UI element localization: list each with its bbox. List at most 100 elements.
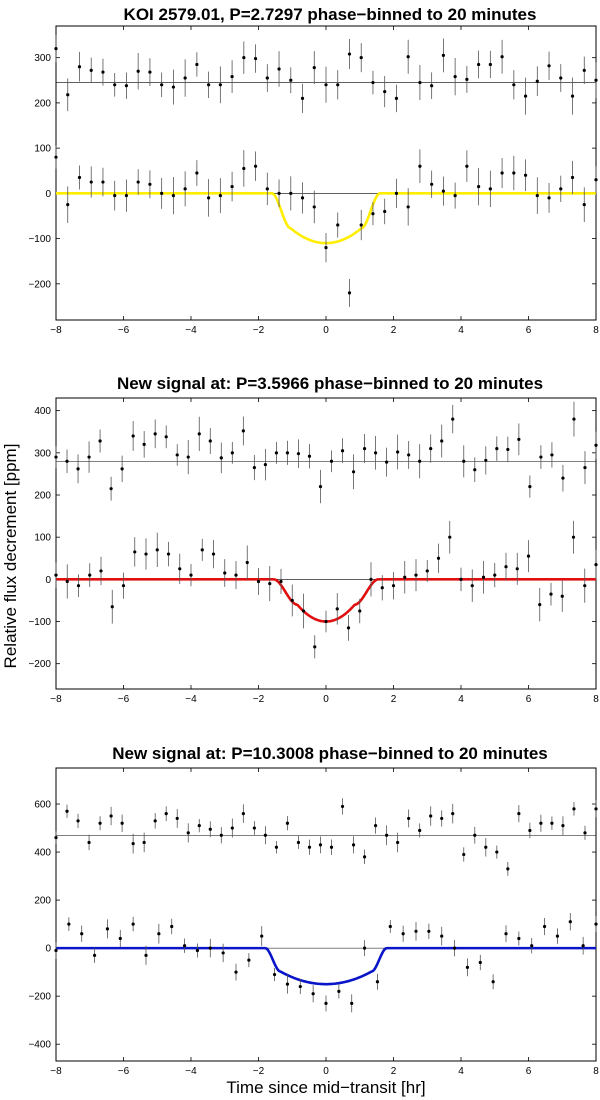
lower-data-point	[559, 187, 563, 191]
lower-data-point	[358, 609, 362, 613]
upper-data-point	[175, 453, 179, 457]
lower-data-point	[234, 970, 238, 974]
lower-data-point	[157, 932, 161, 936]
upper-data-point	[465, 77, 469, 81]
upper-data-point	[430, 84, 434, 88]
upper-data-point	[307, 454, 312, 458]
lower-data-point	[493, 573, 497, 577]
lower-data-point	[571, 535, 576, 539]
lower-data-point	[272, 972, 277, 977]
lower-data-point	[223, 571, 227, 575]
upper-data-point	[371, 80, 375, 85]
lower-data-point	[80, 932, 84, 936]
lower-data-point	[481, 575, 486, 579]
upper-data-point	[383, 89, 387, 94]
lower-data-point	[311, 992, 315, 996]
x-tick-label: −4	[185, 694, 197, 705]
upper-data-point	[418, 80, 422, 85]
chart-title: KOI 2579.01, P=2.7297 phase−binned to 20…	[124, 5, 537, 24]
lower-data-point	[581, 944, 585, 948]
lower-data-point	[414, 573, 418, 577]
upper-data-point	[547, 64, 551, 68]
upper-data-point	[65, 809, 69, 813]
upper-data-point	[265, 76, 269, 80]
upper-data-point	[347, 52, 352, 56]
x-tick-label: 8	[593, 1066, 599, 1077]
lower-data-point	[594, 562, 598, 567]
upper-data-point	[197, 432, 201, 436]
lower-data-point	[375, 980, 380, 984]
y-axis-label: Relative flux decrement [ppm]	[1, 444, 20, 669]
y-tick-label: −400	[28, 1040, 51, 1051]
x-tick-label: 2	[391, 1066, 397, 1077]
lower-data-point	[547, 196, 551, 200]
lower-data-point	[113, 194, 117, 198]
upper-data-point	[219, 833, 223, 837]
upper-data-point	[160, 83, 164, 87]
lower-data-point	[324, 246, 328, 250]
upper-data-point	[54, 836, 58, 840]
lower-data-point	[523, 173, 528, 177]
upper-data-point	[318, 484, 323, 489]
transit-model-curve	[56, 946, 596, 986]
y-tick-label: −100	[28, 234, 51, 245]
panel-1: KOI 2579.01, P=2.7297 phase−binned to 20…	[28, 5, 599, 336]
lower-data-point	[65, 579, 69, 584]
upper-data-point	[207, 83, 211, 87]
upper-data-point	[120, 821, 124, 825]
x-tick-label: −6	[118, 694, 130, 705]
upper-data-point	[54, 47, 58, 51]
upper-data-point	[142, 840, 146, 845]
lower-data-point	[66, 203, 70, 207]
x-tick-label: 0	[323, 694, 329, 705]
upper-data-point	[488, 62, 492, 67]
lower-data-point	[324, 1001, 328, 1005]
upper-data-point	[296, 452, 301, 456]
lower-data-point	[453, 194, 457, 198]
upper-data-point	[312, 66, 316, 70]
lower-data-point	[350, 1001, 354, 1005]
lower-data-point	[298, 984, 302, 989]
lower-data-point	[133, 550, 137, 554]
lower-data-point	[155, 548, 159, 552]
lower-data-point	[265, 187, 269, 191]
upper-data-point	[318, 843, 323, 847]
upper-data-point	[506, 867, 510, 871]
lower-data-point	[218, 194, 222, 198]
lower-data-point	[89, 180, 93, 184]
lower-data-point	[391, 584, 396, 588]
upper-data-point	[559, 76, 563, 80]
lower-data-point	[418, 164, 422, 168]
y-tick-label: 300	[34, 448, 51, 459]
lower-data-point	[289, 191, 293, 195]
upper-data-point	[440, 816, 444, 821]
upper-data-point	[561, 476, 565, 480]
x-tick-label: 0	[323, 325, 329, 336]
x-tick-label: −4	[185, 325, 197, 336]
upper-data-point	[462, 852, 466, 857]
upper-data-point	[473, 468, 477, 472]
y-tick-label: −100	[28, 617, 51, 628]
upper-data-point	[453, 75, 457, 79]
upper-data-point	[594, 807, 598, 811]
y-tick-label: 300	[34, 53, 51, 64]
upper-data-point	[76, 819, 80, 823]
y-tick-label: 0	[45, 575, 51, 586]
upper-data-point	[186, 455, 190, 459]
lower-data-point	[170, 924, 174, 929]
upper-data-point	[109, 814, 113, 818]
upper-data-point	[218, 83, 222, 87]
lower-data-point	[337, 989, 341, 993]
upper-data-point	[120, 467, 124, 471]
lower-data-point	[207, 196, 211, 200]
y-tick-label: 600	[34, 800, 51, 811]
panel-2: New signal at: P=3.5966 phase−binned to …	[28, 374, 599, 705]
upper-data-point	[407, 816, 411, 821]
upper-data-point	[241, 429, 245, 433]
upper-data-point	[329, 459, 334, 463]
x-tick-label: −2	[253, 325, 265, 336]
lower-data-point	[54, 948, 58, 953]
upper-data-point	[277, 67, 281, 71]
lower-data-point	[371, 212, 375, 216]
upper-data-point	[195, 62, 199, 67]
